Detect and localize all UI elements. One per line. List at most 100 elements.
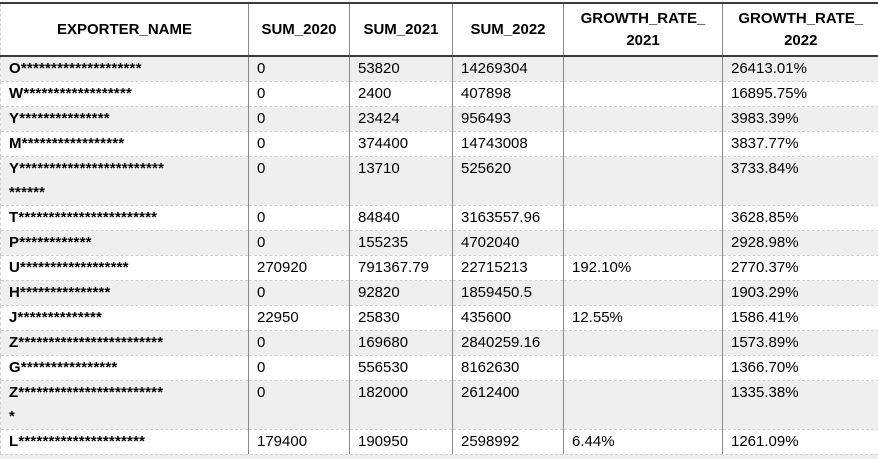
cell-exporter[interactable]: T*********************** (0, 205, 249, 231)
table-row: W****************** 0 2400 407898 16895.75% (0, 81, 878, 107)
cell-gr2021[interactable] (563, 355, 723, 381)
cell-exporter[interactable]: Y************************ ****** (0, 156, 249, 206)
cell-gr2021[interactable] (563, 131, 723, 157)
cell-gr2021[interactable] (563, 330, 723, 356)
cell-sum2022[interactable]: 2598992 (452, 429, 564, 454)
cell-sum2021[interactable]: 374400 (349, 131, 453, 157)
cell-sum2021[interactable]: 190950 (349, 429, 453, 454)
cell-sum2021[interactable]: 92820 (349, 280, 453, 306)
table-row: M***************** 0 374400 14743008 3837.77… (0, 131, 878, 157)
cell-exporter[interactable]: U****************** (0, 255, 249, 281)
cell-gr2022[interactable]: 2928.98% (722, 230, 878, 256)
cell-gr2021[interactable]: 12.55% (563, 305, 723, 331)
cell-gr2022[interactable]: 26413.01% (722, 56, 878, 82)
column-header-sum2020[interactable]: SUM_2020 (248, 2, 350, 57)
cell-sum2021[interactable]: 84840 (349, 205, 453, 231)
cell-sum2020[interactable]: 0 (248, 81, 350, 107)
cell-sum2022[interactable]: 14269304 (452, 56, 564, 82)
cell-sum2020[interactable]: 0 (248, 56, 350, 82)
cell-gr2021[interactable] (563, 56, 723, 82)
cell-sum2020[interactable]: 270920 (248, 255, 350, 281)
cell-sum2021[interactable]: 182000 (349, 380, 453, 430)
cell-sum2022[interactable]: 14743008 (452, 131, 564, 157)
cell-sum2021[interactable]: 13710 (349, 156, 453, 206)
cell-sum2022[interactable]: 4702040 (452, 230, 564, 256)
cell-exporter[interactable]: M***************** (0, 131, 249, 157)
cell-gr2021[interactable] (563, 81, 723, 107)
cell-exporter[interactable]: O******************** (0, 56, 249, 82)
cell-sum2022[interactable]: 956493 (452, 106, 564, 132)
column-header-gr2022[interactable]: GROWTH_RATE_ 2022 (722, 2, 878, 57)
table-row: G**************** 0 556530 8162630 1366.70% (0, 355, 878, 381)
cell-exporter[interactable]: L********************* (0, 429, 249, 454)
cell-gr2022[interactable]: 2770.37% (722, 255, 878, 281)
cell-exporter[interactable]: H*************** (0, 280, 249, 306)
cell-sum2022[interactable]: 22715213 (452, 255, 564, 281)
cell-sum2022[interactable]: 435600 (452, 305, 564, 331)
cell-gr2021[interactable] (563, 280, 723, 306)
cell-gr2022[interactable]: 1903.29% (722, 280, 878, 306)
cell-exporter[interactable]: Z************************ (0, 330, 249, 356)
cell-sum2021[interactable]: 556530 (349, 355, 453, 381)
cell-gr2022[interactable]: 1573.89% (722, 330, 878, 356)
cell-gr2022[interactable]: 16895.75% (722, 81, 878, 107)
cell-sum2020[interactable]: 0 (248, 380, 350, 430)
cell-gr2022[interactable]: 3837.77% (722, 131, 878, 157)
cell-sum2021[interactable]: 23424 (349, 106, 453, 132)
cell-gr2022[interactable]: 1335.38% (722, 380, 878, 430)
cell-sum2020[interactable]: 0 (248, 156, 350, 206)
cell-sum2022[interactable]: 1859450.5 (452, 280, 564, 306)
table-row: P************ 0 155235 4702040 2928.98% (0, 230, 878, 256)
column-header-gr2021[interactable]: GROWTH_RATE_ 2021 (563, 2, 723, 57)
cell-sum2022[interactable]: 525620 (452, 156, 564, 206)
cell-gr2021[interactable] (563, 380, 723, 430)
cell-sum2020[interactable]: 22950 (248, 305, 350, 331)
cell-gr2022[interactable]: 1366.70% (722, 355, 878, 381)
cell-sum2020[interactable]: 179400 (248, 429, 350, 454)
cell-exporter[interactable]: Z************************ * (0, 380, 249, 430)
column-header-sum2021[interactable]: SUM_2021 (349, 2, 453, 57)
cell-sum2020[interactable]: 0 (248, 131, 350, 157)
cell-gr2021[interactable] (563, 230, 723, 256)
cell-sum2020[interactable]: 0 (248, 330, 350, 356)
cell-exporter[interactable]: P************ (0, 230, 249, 256)
table-row: Y*************** 0 23424 956493 3983.39% (0, 106, 878, 132)
cell-sum2021[interactable]: 53820 (349, 56, 453, 82)
table-row: J************** 22950 25830 435600 12.55% 158… (0, 305, 878, 331)
cell-gr2021[interactable] (563, 156, 723, 206)
cell-gr2021[interactable]: 192.10% (563, 255, 723, 281)
table-row: Y************************ ****** 0 13710 52… (0, 156, 878, 206)
cell-exporter[interactable]: Y*************** (0, 106, 249, 132)
cell-sum2021[interactable]: 25830 (349, 305, 453, 331)
cell-sum2022[interactable]: 407898 (452, 81, 564, 107)
cell-sum2020[interactable]: 0 (248, 355, 350, 381)
cell-gr2022[interactable]: 1586.41% (722, 305, 878, 331)
cell-gr2022[interactable]: 3983.39% (722, 106, 878, 132)
column-header-exporter[interactable]: EXPORTER_NAME (0, 2, 249, 57)
cell-exporter[interactable]: W****************** (0, 81, 249, 107)
cell-sum2021[interactable]: 155235 (349, 230, 453, 256)
table-row: L********************* 179400 190950 259899… (0, 429, 878, 454)
cell-gr2021[interactable]: 6.44% (563, 429, 723, 454)
cell-sum2022[interactable]: 2612400 (452, 380, 564, 430)
cell-sum2022[interactable]: 8162630 (452, 355, 564, 381)
cell-gr2021[interactable] (563, 106, 723, 132)
column-header-sum2022[interactable]: SUM_2022 (452, 2, 564, 57)
cell-gr2022[interactable]: 3733.84% (722, 156, 878, 206)
cell-gr2022[interactable]: 1261.09% (722, 429, 878, 454)
cell-sum2022[interactable]: 3163557.96 (452, 205, 564, 231)
cell-sum2020[interactable]: 0 (248, 106, 350, 132)
cell-sum2020[interactable]: 0 (248, 230, 350, 256)
cell-sum2021[interactable]: 791367.79 (349, 255, 453, 281)
cell-sum2022[interactable]: 2840259.16 (452, 330, 564, 356)
cell-exporter[interactable]: J************** (0, 305, 249, 331)
cell-sum2020[interactable]: 0 (248, 280, 350, 306)
cell-gr2021[interactable] (563, 205, 723, 231)
cell-sum2020[interactable]: 0 (248, 205, 350, 231)
cell-sum2021[interactable]: 2400 (349, 81, 453, 107)
cell-exporter[interactable]: G**************** (0, 355, 249, 381)
cell-gr2022[interactable]: 3628.85% (722, 205, 878, 231)
cell-sum2021[interactable]: 169680 (349, 330, 453, 356)
